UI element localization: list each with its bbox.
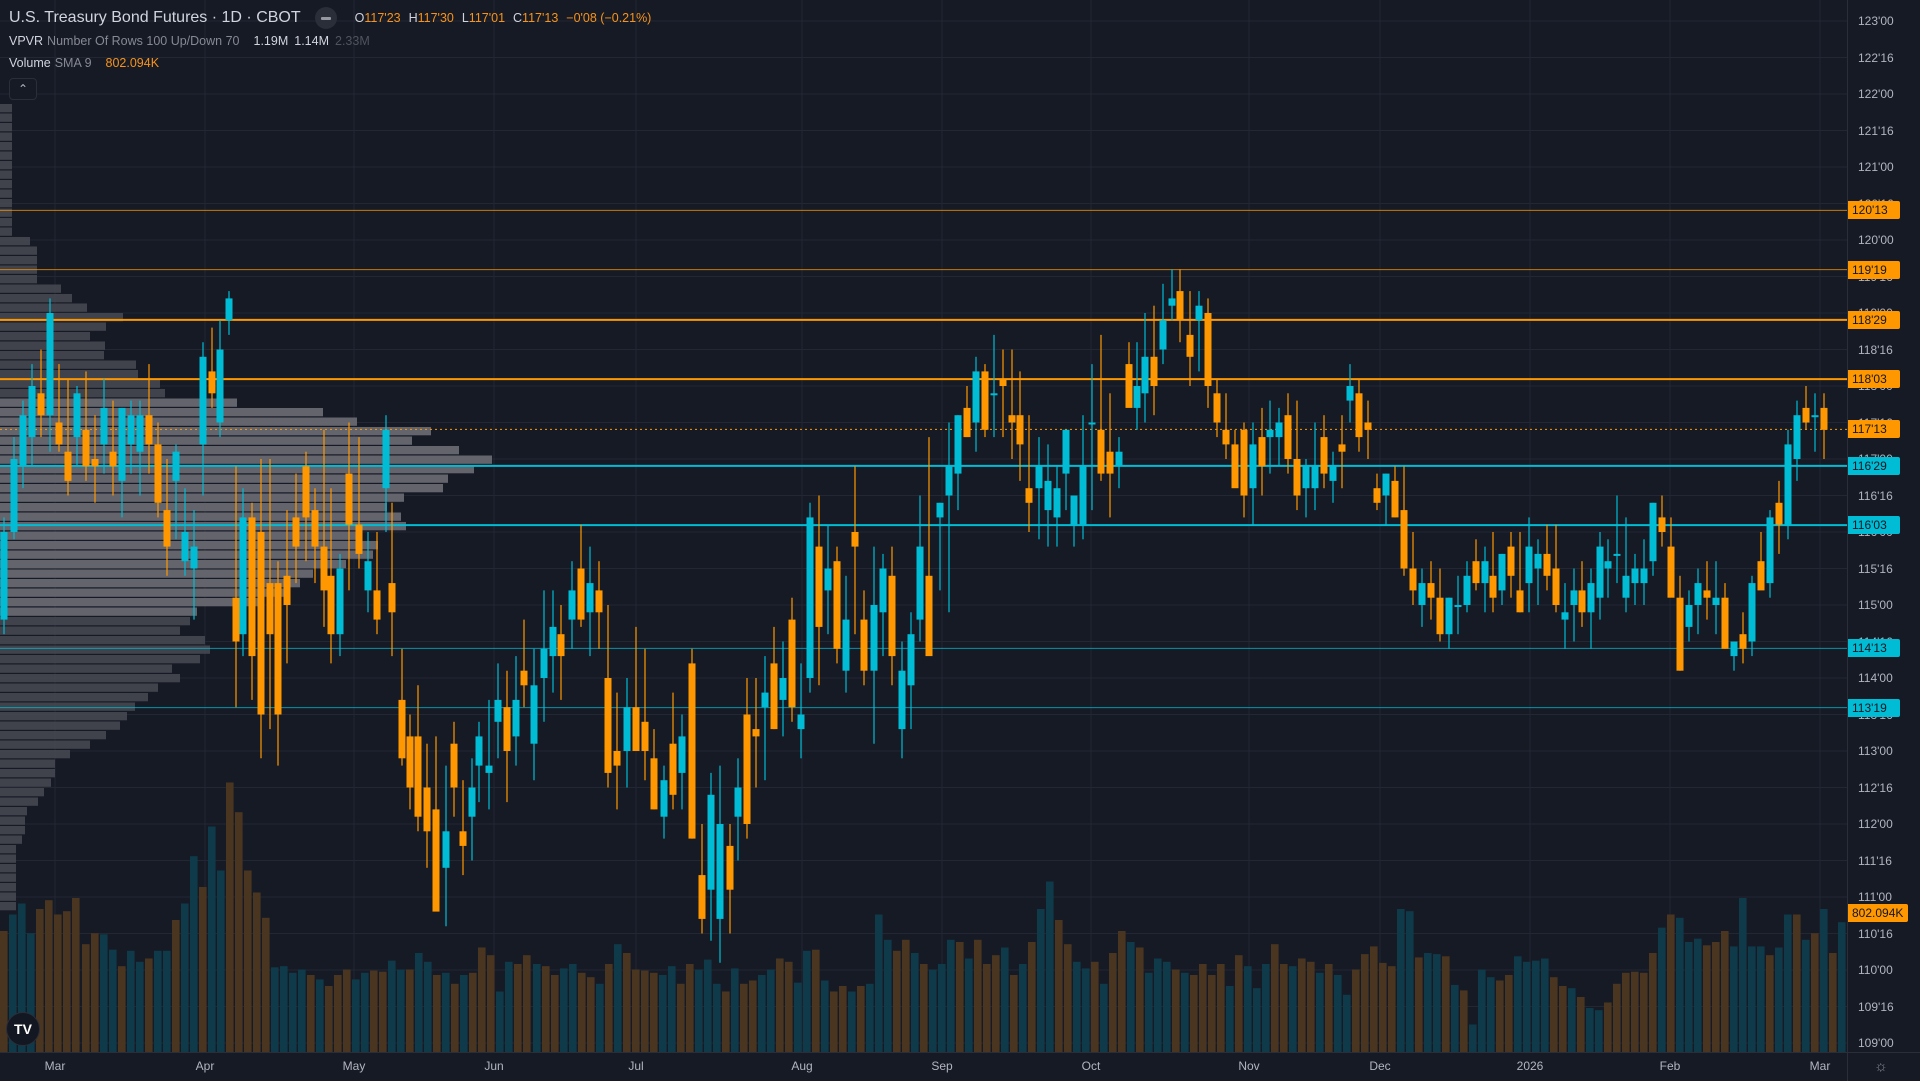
open-value: 117'23 [364, 11, 401, 25]
price-tick: 113'00 [1858, 744, 1893, 758]
hide-legend-button[interactable] [314, 7, 337, 29]
price-level-label[interactable]: 118'29 [1848, 310, 1900, 329]
settings-gear-icon[interactable]: ☼ [1874, 1058, 1888, 1075]
price-tick: 110'00 [1858, 963, 1893, 977]
price-level-label[interactable]: 116'29 [1848, 456, 1900, 475]
horizontal-levels [0, 209, 1847, 709]
price-tick: 111'16 [1858, 853, 1892, 868]
time-tick: Aug [791, 1059, 813, 1073]
vpvr-legend[interactable]: VPVR Number Of Rows 100 Up/Down 70 1.19M… [9, 30, 651, 52]
price-level-label[interactable]: 113'19 [1848, 698, 1900, 717]
chevron-up-icon: ⌃ [17, 82, 29, 96]
close-value: 117'13 [522, 11, 559, 25]
time-tick: Mar [1809, 1059, 1831, 1073]
chart-legend: U.S. Treasury Bond Futures · 1D · CBOT O… [9, 6, 651, 74]
volume-bars [0, 782, 1846, 1052]
price-level-label[interactable]: 116'03 [1848, 516, 1900, 535]
time-tick: Sep [931, 1059, 953, 1073]
price-level-label[interactable]: 120'13 [1848, 201, 1900, 220]
price-tick: 121'16 [1858, 123, 1894, 138]
volume-value: 802.094K [105, 56, 160, 70]
price-tick: 122'00 [1858, 87, 1894, 101]
chart-pane[interactable]: U.S. Treasury Bond Futures · 1D · CBOT O… [0, 0, 1847, 1052]
price-tick: 109'00 [1858, 1036, 1894, 1050]
change-value: −0'08 (−0.21%) [566, 11, 652, 25]
time-tick: Nov [1238, 1059, 1260, 1073]
price-level-label[interactable]: 114'13 [1848, 639, 1900, 658]
open-key: O [354, 11, 365, 25]
volume-value-label: 802.094K [1848, 904, 1908, 922]
price-tick: 121'00 [1858, 160, 1894, 174]
volume-args: SMA 9 [54, 56, 92, 70]
time-tick: May [342, 1059, 366, 1073]
time-tick: Dec [1369, 1059, 1391, 1073]
symbol-title[interactable]: U.S. Treasury Bond Futures · 1D · CBOT [9, 9, 301, 26]
price-tick: 109'16 [1858, 999, 1894, 1014]
price-tick: 122'16 [1858, 50, 1894, 65]
price-tick: 111'00 [1858, 890, 1892, 904]
price-level-label[interactable]: 117'13 [1848, 420, 1900, 439]
time-tick: 2026 [1516, 1059, 1544, 1073]
vpvr-args: Number Of Rows 100 Up/Down 70 [47, 34, 240, 48]
price-tick: 112'16 [1858, 780, 1893, 795]
time-tick: Oct [1081, 1059, 1101, 1073]
vpvr-name: VPVR [9, 34, 44, 48]
tv-logo-icon: TV [14, 1021, 32, 1037]
price-tick: 115'16 [1858, 561, 1893, 576]
time-axis[interactable]: Mar Apr May Jun Jul Aug Sep Oct Nov Dec 2026 Feb Mar [0, 1052, 1847, 1081]
time-tick: Jul [628, 1059, 644, 1073]
price-tick: 112'00 [1858, 817, 1893, 831]
volume-legend[interactable]: Volume SMA 9 802.094K [9, 52, 651, 74]
vpvr-down-value: 1.14M [294, 34, 329, 48]
low-key: L [461, 11, 469, 25]
price-tick: 110'16 [1858, 926, 1893, 941]
time-tick: Apr [195, 1059, 215, 1073]
time-tick: Jun [484, 1059, 504, 1073]
price-tick: 114'00 [1858, 671, 1893, 685]
high-value: 117'30 [417, 11, 454, 25]
high-key: H [408, 11, 418, 25]
volume-name: Volume [9, 56, 51, 70]
close-key: C [513, 11, 523, 25]
tradingview-logo[interactable]: TV [6, 1012, 40, 1046]
price-tick: 118'16 [1858, 342, 1893, 357]
price-axis[interactable]: 123'00122'16122'00121'16121'00120'16120'… [1847, 0, 1920, 1052]
price-level-label[interactable]: 119'19 [1848, 260, 1900, 279]
price-tick: 123'00 [1858, 14, 1894, 28]
price-tick: 120'00 [1858, 233, 1894, 247]
minus-icon [320, 16, 331, 20]
price-tick: 115'00 [1858, 598, 1893, 612]
price-level-label[interactable]: 118'03 [1848, 370, 1900, 389]
time-tick: Feb [1659, 1059, 1681, 1073]
price-tick: 116'16 [1858, 488, 1893, 503]
axis-settings-corner[interactable]: ☼ [1847, 1052, 1920, 1081]
time-tick: Mar [44, 1059, 66, 1073]
low-value: 117'01 [468, 11, 506, 25]
candlesticks [0, 269, 1828, 963]
collapse-legend-button[interactable]: ⌃ [9, 78, 37, 100]
vpvr-up-value: 1.19M [253, 34, 289, 48]
vpvr-total-value: 2.33M [335, 34, 370, 48]
